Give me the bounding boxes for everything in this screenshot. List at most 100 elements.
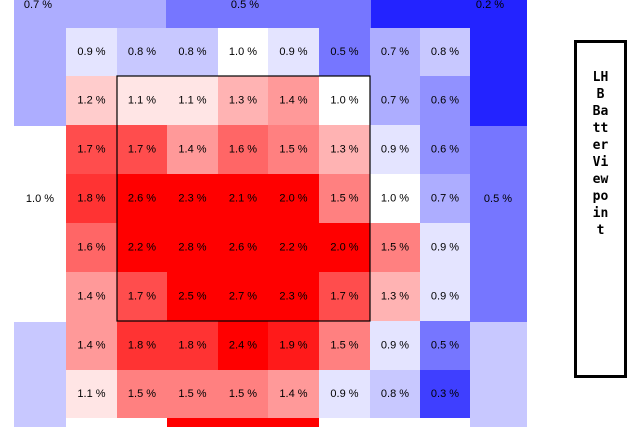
- heatmap-cell: [370, 272, 420, 321]
- heatmap-cell: [268, 28, 319, 76]
- heatmap-cell: [117, 76, 167, 125]
- outer-bottom-left-region: [14, 322, 66, 427]
- heatmap-cell-label: 0.8 %: [381, 388, 409, 400]
- heatmap-cell-label: 1.0 %: [330, 94, 358, 106]
- heatmap-cell: [167, 125, 218, 174]
- heatmap-cell: [66, 174, 117, 223]
- heatmap-cell-label: 0.9 %: [431, 241, 459, 253]
- heatmap-cell-label: 1.5 %: [330, 192, 358, 204]
- heatmap-cell: [117, 28, 167, 76]
- heatmap-cell-label: 1.4 %: [178, 143, 206, 155]
- heatmap-cell: [66, 76, 117, 125]
- heatmap-cell: [218, 321, 268, 370]
- heatmap-cell-label: 1.5 %: [330, 339, 358, 351]
- heatmap-cell: [319, 370, 370, 418]
- heatmap-cell: [66, 223, 117, 272]
- heatmap-cell: [167, 272, 218, 321]
- heatmap-cell: [420, 370, 470, 418]
- heatmap-cell: [319, 223, 370, 272]
- heatmap-cell-label: 1.4 %: [77, 290, 105, 302]
- heatmap-cell-label: 1.8 %: [128, 339, 156, 351]
- heatmap-cell-label: 2.6 %: [128, 192, 156, 204]
- heatmap-cell-label: 1.5 %: [128, 388, 156, 400]
- heatmap-cell-label: 2.3 %: [178, 192, 206, 204]
- heatmap-cell: [167, 76, 218, 125]
- heatmap-cell-label: 0.9 %: [431, 290, 459, 302]
- heatmap-cell-label: 0.9 %: [330, 388, 358, 400]
- heatmap-cell: [319, 76, 370, 125]
- heatmap-cell: [167, 223, 218, 272]
- heatmap-cell: [420, 223, 470, 272]
- heatmap-cell-label: 0.9 %: [381, 143, 409, 155]
- heatmap-cell-label: 0.3 %: [431, 388, 459, 400]
- outer-top-left-region-lower: [14, 28, 66, 126]
- heatmap-cell-label: 1.9 %: [279, 339, 307, 351]
- heatmap-cell-label: 0.7 %: [431, 192, 459, 204]
- heatmap-cell: [420, 76, 470, 125]
- heatmap-cell: [319, 321, 370, 370]
- heatmap-cell: [66, 321, 117, 370]
- heatmap-cell-label: 1.5 %: [178, 388, 206, 400]
- heatmap-cell-label: 2.4 %: [229, 339, 257, 351]
- heatmap-cell: [117, 223, 167, 272]
- heatmap-cell: [319, 272, 370, 321]
- heatmap-cell-label: 1.0 %: [381, 192, 409, 204]
- heatmap-cell-label: 0.9 %: [279, 46, 307, 58]
- outer-right-region: [470, 126, 527, 322]
- heatmap-cell: [117, 174, 167, 223]
- heatmap-cell-label: 0.7 %: [381, 46, 409, 58]
- heatmap-cell-label: 1.8 %: [178, 339, 206, 351]
- heatmap-cell-label: 2.8 %: [178, 241, 206, 253]
- heatmap-cell-label: 2.0 %: [330, 241, 358, 253]
- outer-left-region: [14, 126, 66, 322]
- heatmap-cell-label: 1.2 %: [77, 94, 105, 106]
- heatmap-cell: [319, 28, 370, 76]
- outer-top-right-region: [371, 0, 527, 28]
- heatmap-cell-label: 2.6 %: [229, 241, 257, 253]
- heatmap-cell-label: 0.6 %: [431, 94, 459, 106]
- heatmap-cell: [218, 174, 268, 223]
- heatmap-cell-label: 0.8 %: [431, 46, 459, 58]
- heatmap-cell: [117, 370, 167, 418]
- heatmap-cell-label: 1.3 %: [381, 290, 409, 302]
- heatmap-cell: [167, 174, 218, 223]
- viewpoint-box: LHB Batter Viewpoint: [574, 40, 627, 378]
- heatmap-cell: [167, 321, 218, 370]
- heatmap-cell: [117, 272, 167, 321]
- heatmap-cell-label: 1.7 %: [330, 290, 358, 302]
- heatmap-cell-label: 1.4 %: [279, 94, 307, 106]
- heatmap-cell: [268, 174, 319, 223]
- heatmap-cell: [319, 125, 370, 174]
- heatmap-cell: [370, 321, 420, 370]
- heatmap-cell: [218, 370, 268, 418]
- heatmap-cell-label: 2.1 %: [229, 192, 257, 204]
- heatmap-cell-label: 0.8 %: [128, 46, 156, 58]
- heatmap-cell-label: 2.5 %: [178, 290, 206, 302]
- heatmap-cell: [268, 321, 319, 370]
- heatmap-cell-label: 1.7 %: [128, 143, 156, 155]
- heatmap-cell: [420, 272, 470, 321]
- heatmap-cell: [117, 125, 167, 174]
- heatmap-cell: [420, 28, 470, 76]
- heatmap-cell-label: 1.1 %: [178, 94, 206, 106]
- heatmap-cell: [268, 272, 319, 321]
- heatmap-cell-label: 2.2 %: [279, 241, 307, 253]
- outer-top-left-label: 0.7 %: [24, 0, 52, 11]
- heatmap-cell: [117, 321, 167, 370]
- outer-top-middle-label: 0.5 %: [231, 0, 259, 11]
- heatmap-cell: [167, 28, 218, 76]
- heatmap-cell-label: 0.5 %: [330, 46, 358, 58]
- heatmap-cell-label: 0.9 %: [381, 339, 409, 351]
- heatmap-cell-label: 1.6 %: [229, 143, 257, 155]
- outer-bottom-right-region: [470, 322, 527, 427]
- heatmap-cell-label: 1.1 %: [128, 94, 156, 106]
- heatmap-cell: [268, 76, 319, 125]
- heatmap-cell-label: 1.4 %: [77, 339, 105, 351]
- heatmap-cell-label: 0.5 %: [431, 339, 459, 351]
- heatmap-cell-label: 0.6 %: [431, 143, 459, 155]
- heatmap-cell: [420, 174, 470, 223]
- heatmap-cell-label: 1.6 %: [77, 241, 105, 253]
- outer-right-label: 0.5 %: [484, 193, 512, 205]
- heatmap-cell: [218, 28, 268, 76]
